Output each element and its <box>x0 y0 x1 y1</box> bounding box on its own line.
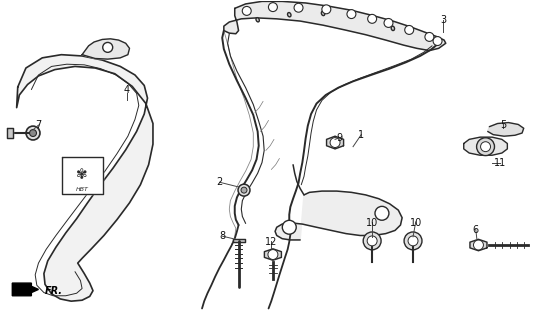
Polygon shape <box>7 128 13 138</box>
Text: 2: 2 <box>216 177 222 187</box>
Polygon shape <box>327 136 344 149</box>
Circle shape <box>282 220 296 234</box>
Polygon shape <box>61 156 102 194</box>
Circle shape <box>269 3 277 12</box>
Circle shape <box>268 250 278 260</box>
Text: 12: 12 <box>265 237 277 247</box>
Ellipse shape <box>321 11 325 16</box>
Polygon shape <box>224 1 446 51</box>
Text: 7: 7 <box>35 120 42 130</box>
Circle shape <box>102 43 113 52</box>
Text: 4: 4 <box>124 85 130 95</box>
Circle shape <box>238 184 250 196</box>
Ellipse shape <box>256 18 259 22</box>
Polygon shape <box>12 283 38 296</box>
Polygon shape <box>232 239 244 242</box>
Circle shape <box>330 138 340 148</box>
Polygon shape <box>275 191 402 240</box>
Circle shape <box>433 36 442 45</box>
Circle shape <box>26 126 40 140</box>
Circle shape <box>408 236 418 246</box>
Circle shape <box>30 130 37 137</box>
Text: FR.: FR. <box>45 286 63 296</box>
Text: 1: 1 <box>358 130 364 140</box>
Text: HBT: HBT <box>76 187 89 192</box>
Circle shape <box>363 232 381 250</box>
Text: 8: 8 <box>219 231 225 241</box>
Circle shape <box>405 26 414 34</box>
Text: 10: 10 <box>366 219 378 228</box>
Polygon shape <box>16 55 153 301</box>
Text: ✾: ✾ <box>76 168 88 182</box>
Circle shape <box>368 14 376 23</box>
Circle shape <box>294 3 303 12</box>
Circle shape <box>425 32 434 41</box>
Circle shape <box>241 187 247 193</box>
Text: 10: 10 <box>410 219 422 228</box>
Ellipse shape <box>391 26 395 30</box>
Text: 6: 6 <box>473 225 479 235</box>
Polygon shape <box>82 39 129 59</box>
Circle shape <box>375 206 389 220</box>
Text: 9: 9 <box>336 133 342 143</box>
Polygon shape <box>265 249 282 260</box>
Text: 5: 5 <box>500 120 506 130</box>
Circle shape <box>481 142 490 152</box>
Ellipse shape <box>288 12 291 17</box>
Polygon shape <box>488 123 524 136</box>
Circle shape <box>367 236 377 246</box>
Circle shape <box>473 240 483 250</box>
Circle shape <box>242 6 251 15</box>
Circle shape <box>347 10 356 19</box>
Text: 11: 11 <box>494 158 506 168</box>
Circle shape <box>322 5 331 14</box>
Circle shape <box>477 138 494 156</box>
Polygon shape <box>464 137 507 155</box>
Circle shape <box>404 232 422 250</box>
Text: 3: 3 <box>440 15 446 25</box>
Circle shape <box>384 19 393 28</box>
Polygon shape <box>470 239 487 251</box>
